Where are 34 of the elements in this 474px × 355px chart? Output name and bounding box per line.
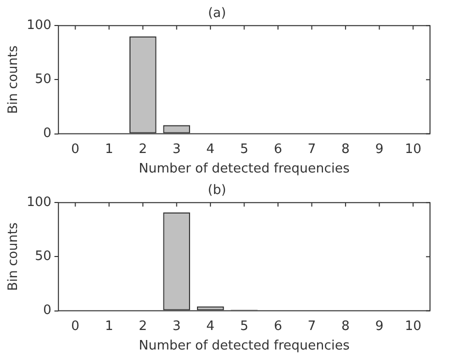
x-tick-label: 3 <box>172 142 181 157</box>
x-tick-label: 4 <box>206 318 215 334</box>
y-tick-label: 50 <box>34 72 52 88</box>
x-tick-label: 6 <box>274 142 282 157</box>
x-tick-label: 2 <box>138 318 148 334</box>
y-tick-label: 0 <box>43 303 52 318</box>
chart-title: (b) <box>208 183 226 198</box>
x-tick-label: 9 <box>375 142 384 157</box>
x-tick-label: 10 <box>404 142 422 157</box>
x-tick-label: 10 <box>404 318 422 334</box>
x-tick-label: 8 <box>341 142 350 157</box>
x-axis-title: Number of detected frequencies <box>138 162 350 177</box>
chart-title: (a) <box>208 6 226 22</box>
x-tick-label: 7 <box>308 318 316 334</box>
x-tick-label: 1 <box>104 318 114 334</box>
y-axis-title: Bin counts <box>6 222 22 291</box>
y-tick-label: 50 <box>34 249 52 264</box>
x-tick-label: 3 <box>172 318 181 334</box>
x-tick-label: 9 <box>375 318 384 334</box>
x-tick-label: 0 <box>71 142 80 157</box>
x-axis-title: Number of detected frequencies <box>138 338 350 354</box>
x-tick-label: 7 <box>308 142 316 157</box>
x-tick-label: 5 <box>240 142 248 157</box>
y-tick-label: 100 <box>26 194 52 210</box>
x-tick-label: 4 <box>206 142 215 157</box>
x-tick-label: 2 <box>138 142 148 157</box>
x-tick-label: 6 <box>274 318 282 334</box>
x-tick-label: 8 <box>341 318 350 334</box>
x-tick-label: 0 <box>71 318 80 334</box>
x-tick-label: 1 <box>104 142 114 157</box>
y-tick-label: 100 <box>26 18 52 33</box>
x-tick-label: 5 <box>240 318 248 334</box>
y-tick-label: 0 <box>43 126 52 142</box>
y-axis-title: Bin counts <box>6 45 22 114</box>
